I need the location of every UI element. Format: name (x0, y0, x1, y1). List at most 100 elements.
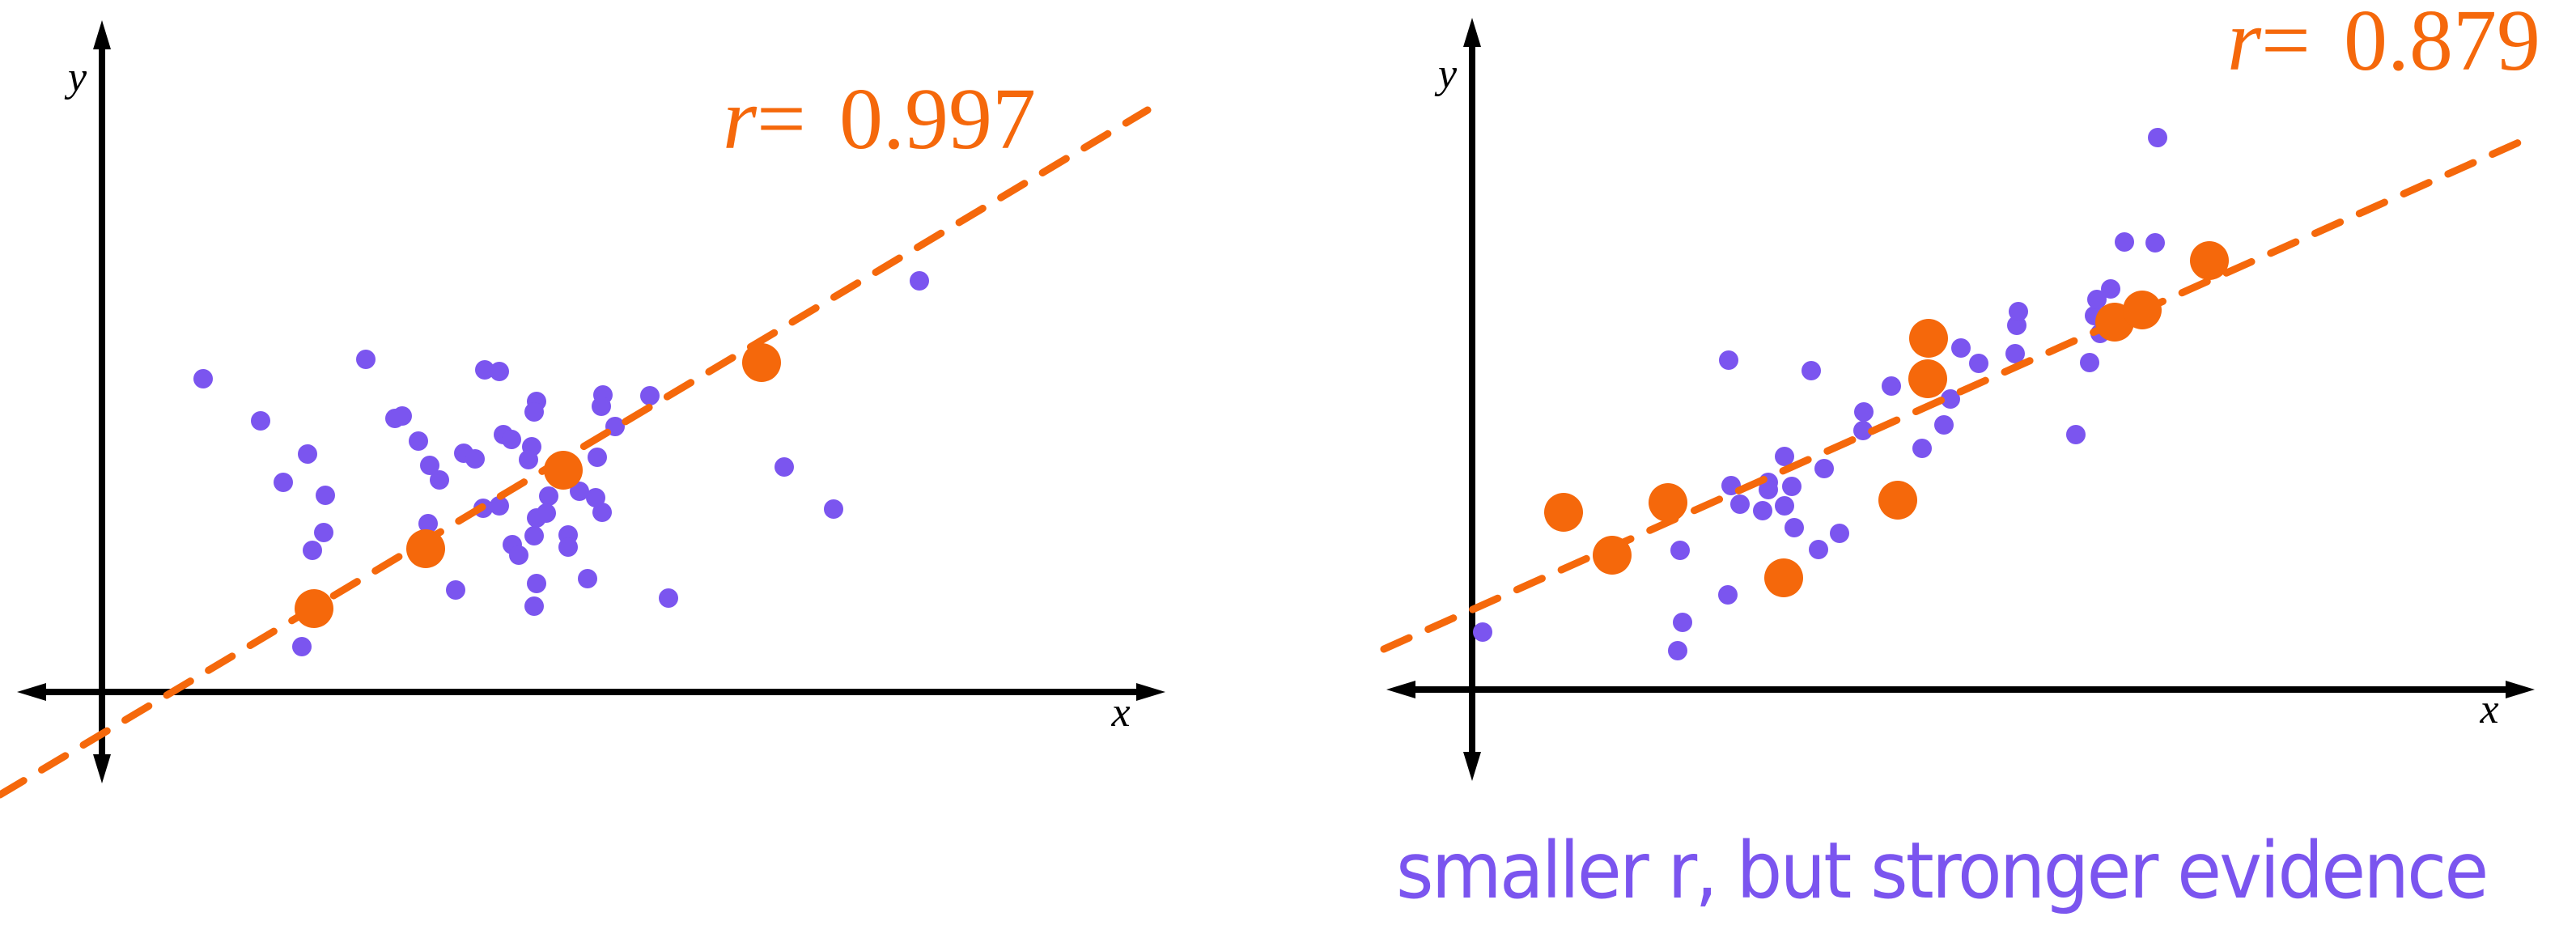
arrow-left-icon (17, 683, 46, 701)
data-point (409, 431, 428, 451)
y-axis-label: y (1434, 51, 1458, 97)
data-point (1830, 524, 1849, 543)
regression-line (0, 106, 1152, 799)
data-point (774, 457, 794, 477)
data-point (1951, 338, 1971, 358)
data-point (1775, 496, 1794, 516)
data-point (537, 503, 556, 523)
data-point (2080, 353, 2099, 372)
data-point (2148, 128, 2167, 147)
data-point (1882, 376, 1901, 396)
highlighted-data-point (1649, 483, 1687, 522)
data-point (1673, 613, 1692, 632)
data-point (393, 406, 412, 426)
highlighted-data-point (1544, 493, 1583, 532)
highlighted-data-point (1908, 359, 1947, 398)
highlighted-data-point (1764, 558, 1803, 597)
data-point (420, 456, 439, 475)
highlighted-data-point (2190, 241, 2229, 280)
data-point (356, 350, 376, 369)
x-axis-label: x (2479, 686, 2498, 732)
data-point (292, 637, 312, 656)
y-axis-label: y (64, 54, 87, 100)
data-point (193, 369, 213, 388)
arrow-left-icon (1386, 681, 1415, 698)
arrow-up-icon (93, 20, 111, 49)
data-point (659, 588, 678, 608)
arrow-right-icon (2506, 681, 2535, 698)
data-point (570, 482, 589, 501)
data-point (1853, 421, 1873, 440)
data-point (1814, 459, 1834, 478)
right-scatter-panel: x y r= 0.879 (1380, 0, 2540, 781)
data-point (2145, 233, 2165, 253)
data-point (910, 271, 929, 291)
data-point (2115, 232, 2134, 252)
data-point (1802, 361, 1821, 380)
data-point (1718, 585, 1738, 605)
data-point (446, 580, 465, 600)
highlighted-data-point (1593, 536, 1632, 575)
data-point (1782, 477, 1802, 496)
data-point (490, 496, 509, 516)
data-point (539, 486, 558, 506)
data-point (592, 503, 612, 522)
data-point (588, 448, 607, 467)
highlighted-data-point (742, 343, 781, 382)
left-scatter-panel: x y r= 0.997 (0, 20, 1165, 799)
data-point (490, 362, 509, 381)
data-point (592, 397, 611, 416)
data-point (274, 473, 293, 492)
highlighted-data-point (406, 529, 445, 568)
data-point (1670, 541, 1690, 560)
arrow-down-icon (1463, 752, 1481, 781)
data-point (314, 523, 333, 542)
data-point (509, 545, 528, 565)
data-point (1934, 415, 1954, 435)
data-point (298, 444, 317, 464)
correlation-label: r= 0.879 (2227, 0, 2540, 89)
data-point (524, 526, 544, 545)
arrow-right-icon (1136, 683, 1165, 701)
highlighted-data-point (2123, 291, 2162, 329)
data-point (527, 574, 546, 593)
data-point (2009, 302, 2028, 321)
data-point (524, 596, 544, 616)
highlighted-data-point (295, 589, 333, 628)
highlighted-data-point (1878, 481, 1917, 520)
data-point (1912, 439, 1932, 458)
data-point (1753, 501, 1772, 520)
data-point (430, 470, 449, 490)
regression-line (1380, 136, 2528, 653)
data-point (465, 449, 485, 469)
highlighted-data-point (544, 451, 583, 490)
highlighted-data-point (1909, 319, 1948, 358)
data-point (1775, 447, 1794, 466)
data-point (1809, 540, 1828, 559)
data-point (1969, 354, 1988, 373)
data-point (2087, 290, 2107, 309)
arrow-up-icon (1463, 18, 1481, 47)
data-point (1854, 402, 1874, 422)
data-point (1785, 518, 1804, 537)
data-point (2066, 425, 2086, 444)
data-point (1668, 641, 1687, 660)
data-point (2101, 279, 2120, 299)
data-point (824, 499, 843, 519)
data-point (524, 402, 544, 422)
caption-text: smaller r, but stronger evidence (1396, 826, 2489, 916)
data-point (2005, 344, 2025, 363)
data-point (1730, 494, 1750, 514)
arrow-down-icon (93, 754, 111, 783)
correlation-label: r= 0.997 (723, 71, 1036, 168)
data-point (586, 488, 605, 507)
data-point (316, 486, 335, 505)
data-point (475, 360, 494, 380)
data-point (640, 386, 660, 405)
data-point (519, 450, 538, 469)
data-point (1759, 480, 1778, 499)
data-point (502, 430, 521, 449)
data-point (418, 514, 438, 533)
data-point (303, 541, 322, 560)
